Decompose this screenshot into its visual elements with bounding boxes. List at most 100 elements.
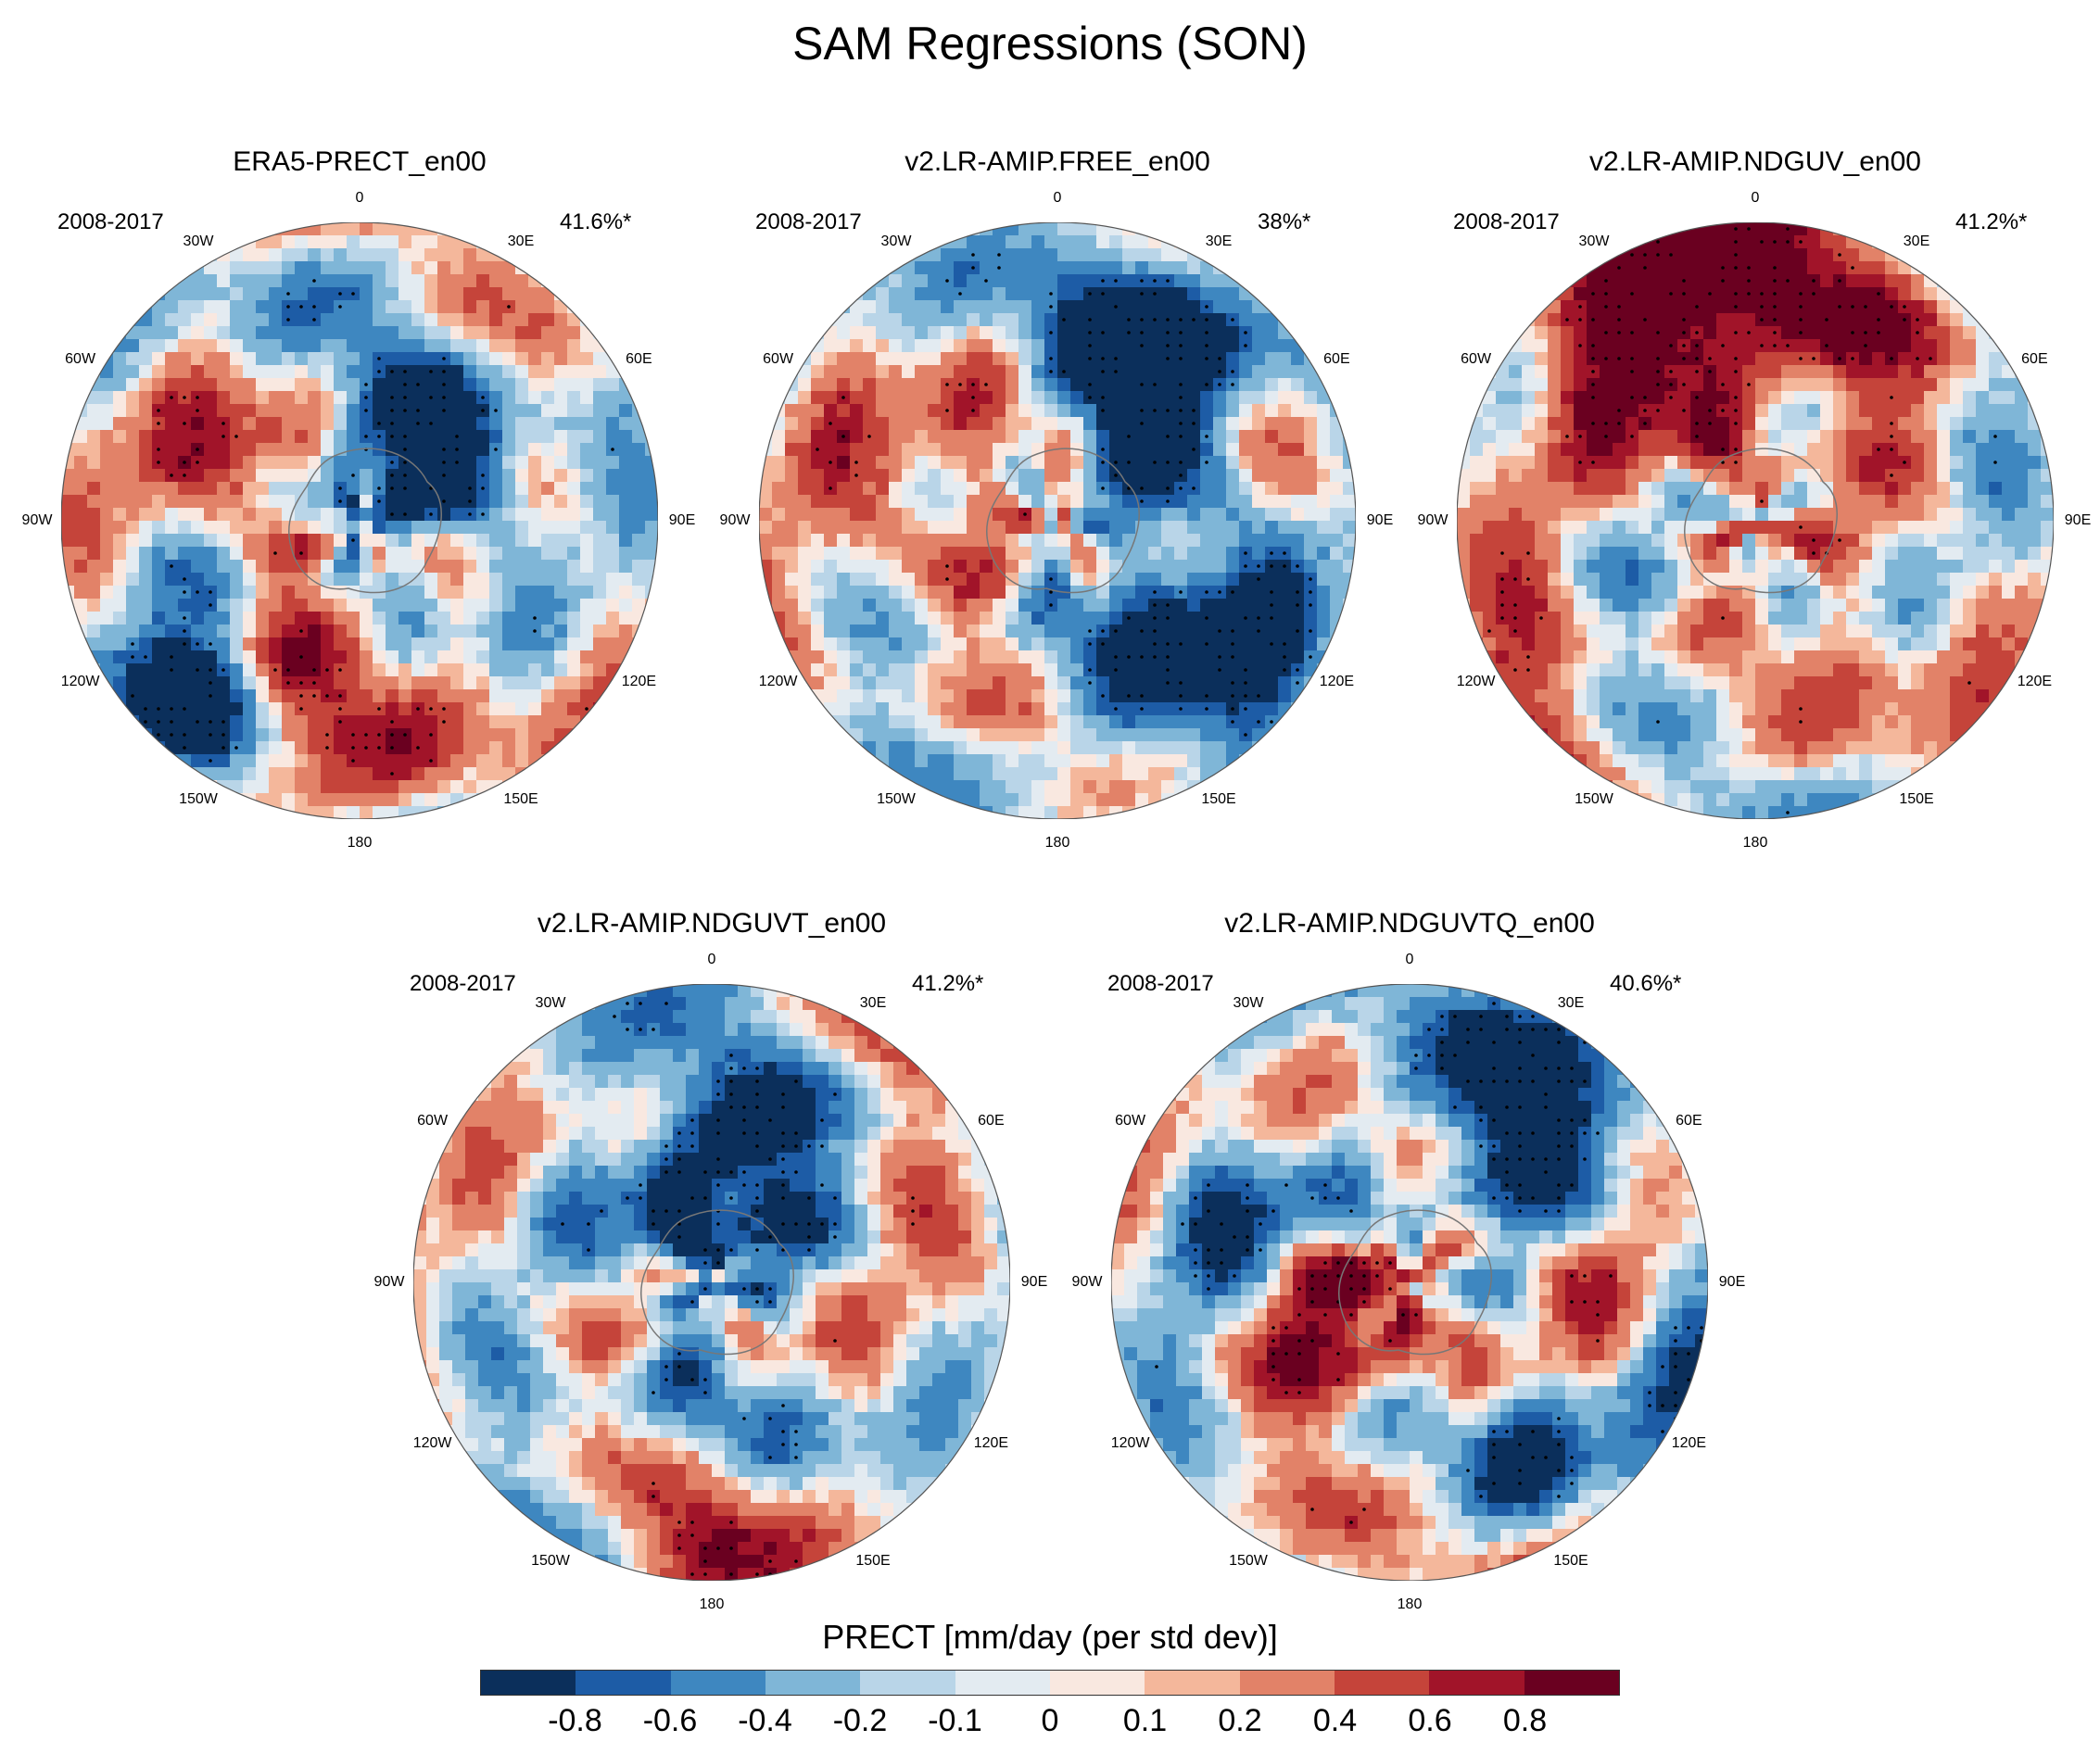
field-cell bbox=[915, 300, 929, 314]
field-cell bbox=[126, 469, 140, 483]
field-cell bbox=[360, 521, 373, 535]
field-cell bbox=[139, 313, 153, 327]
field-cell bbox=[980, 508, 993, 522]
field-cell bbox=[489, 456, 503, 470]
field-cell bbox=[1859, 469, 1873, 483]
field-cell bbox=[450, 326, 464, 340]
field-cell bbox=[967, 767, 980, 781]
field-cell bbox=[1898, 495, 1912, 509]
field-cell bbox=[1018, 612, 1032, 625]
field-cell bbox=[411, 482, 425, 496]
field-cell bbox=[528, 560, 542, 574]
field-cell bbox=[502, 676, 516, 690]
field-cell bbox=[1600, 404, 1613, 418]
field-cell bbox=[476, 780, 490, 794]
field-cell bbox=[1924, 261, 1938, 275]
field-cell bbox=[230, 663, 244, 677]
field-cell bbox=[1924, 469, 1938, 483]
field-cell bbox=[295, 235, 309, 249]
field-cell bbox=[889, 663, 903, 677]
field-cell bbox=[502, 352, 516, 366]
field-cell bbox=[772, 430, 786, 444]
field-cell bbox=[824, 676, 838, 690]
field-cell bbox=[1278, 715, 1292, 729]
significance-dot bbox=[183, 746, 186, 750]
field-cell bbox=[165, 430, 179, 444]
field-cell bbox=[1613, 508, 1626, 522]
field-cell bbox=[243, 573, 257, 587]
field-cell bbox=[1343, 495, 1356, 509]
field-cell bbox=[1018, 313, 1032, 327]
field-cell bbox=[308, 754, 322, 768]
significance-dot bbox=[1166, 331, 1170, 334]
field-cell bbox=[347, 573, 361, 587]
field-cell bbox=[1122, 365, 1136, 379]
significance-dot bbox=[1734, 461, 1738, 464]
field-cell bbox=[334, 793, 348, 807]
field-cell bbox=[1057, 352, 1071, 366]
field-cell bbox=[308, 365, 322, 379]
field-cell bbox=[1651, 508, 1665, 522]
significance-dot bbox=[429, 707, 433, 711]
field-cell bbox=[373, 780, 386, 794]
field-cell bbox=[1278, 456, 1292, 470]
field-cell bbox=[1018, 728, 1032, 742]
field-cell bbox=[321, 404, 335, 418]
field-cell bbox=[178, 352, 192, 366]
field-cell bbox=[1187, 689, 1201, 703]
field-cell bbox=[178, 287, 192, 301]
field-cell bbox=[1833, 469, 1847, 483]
field-cell bbox=[1200, 741, 1214, 755]
field-cell bbox=[863, 495, 877, 509]
field-cell bbox=[295, 443, 309, 457]
field-cell bbox=[1483, 456, 1497, 470]
field-cell bbox=[1950, 287, 1964, 301]
field-cell bbox=[489, 767, 503, 781]
significance-dot bbox=[403, 435, 407, 438]
field-cell bbox=[139, 625, 153, 638]
field-cell bbox=[1161, 300, 1175, 314]
field-cell bbox=[1174, 741, 1188, 755]
field-cell bbox=[295, 573, 309, 587]
field-cell bbox=[889, 274, 903, 288]
field-cell bbox=[1096, 728, 1110, 742]
field-cell bbox=[824, 352, 838, 366]
field-cell bbox=[954, 469, 968, 483]
field-cell bbox=[850, 728, 864, 742]
field-cell bbox=[1265, 352, 1279, 366]
field-cell bbox=[256, 612, 270, 625]
field-cell bbox=[1096, 676, 1110, 690]
field-cell bbox=[139, 404, 153, 418]
field-cell bbox=[113, 417, 127, 431]
field-cell bbox=[632, 521, 646, 535]
field-cell bbox=[2002, 430, 2016, 444]
significance-dot bbox=[1296, 603, 1299, 607]
field-cell bbox=[1031, 482, 1045, 496]
field-cell bbox=[373, 573, 386, 587]
field-cell bbox=[798, 482, 812, 496]
field-cell bbox=[243, 715, 257, 729]
field-cell bbox=[502, 339, 516, 353]
field-cell bbox=[785, 560, 799, 574]
significance-dot bbox=[1734, 370, 1738, 373]
field-cell bbox=[217, 339, 231, 353]
field-cell bbox=[1239, 650, 1253, 664]
field-cell bbox=[1006, 754, 1019, 768]
field-cell bbox=[1548, 287, 1562, 301]
field-cell bbox=[567, 391, 581, 405]
field-cell bbox=[928, 547, 942, 561]
field-cell bbox=[230, 391, 244, 405]
field-cell bbox=[967, 754, 980, 768]
field-cell bbox=[321, 754, 335, 768]
field-cell bbox=[889, 637, 903, 651]
field-cell bbox=[87, 417, 101, 431]
field-cell bbox=[1885, 287, 1899, 301]
field-cell bbox=[1846, 456, 1860, 470]
field-cell bbox=[1317, 404, 1331, 418]
field-cell bbox=[993, 754, 1006, 768]
field-cell bbox=[1703, 274, 1717, 288]
field-cell bbox=[243, 754, 257, 768]
field-cell bbox=[1006, 573, 1019, 587]
field-cell bbox=[1057, 676, 1071, 690]
field-cell bbox=[824, 365, 838, 379]
